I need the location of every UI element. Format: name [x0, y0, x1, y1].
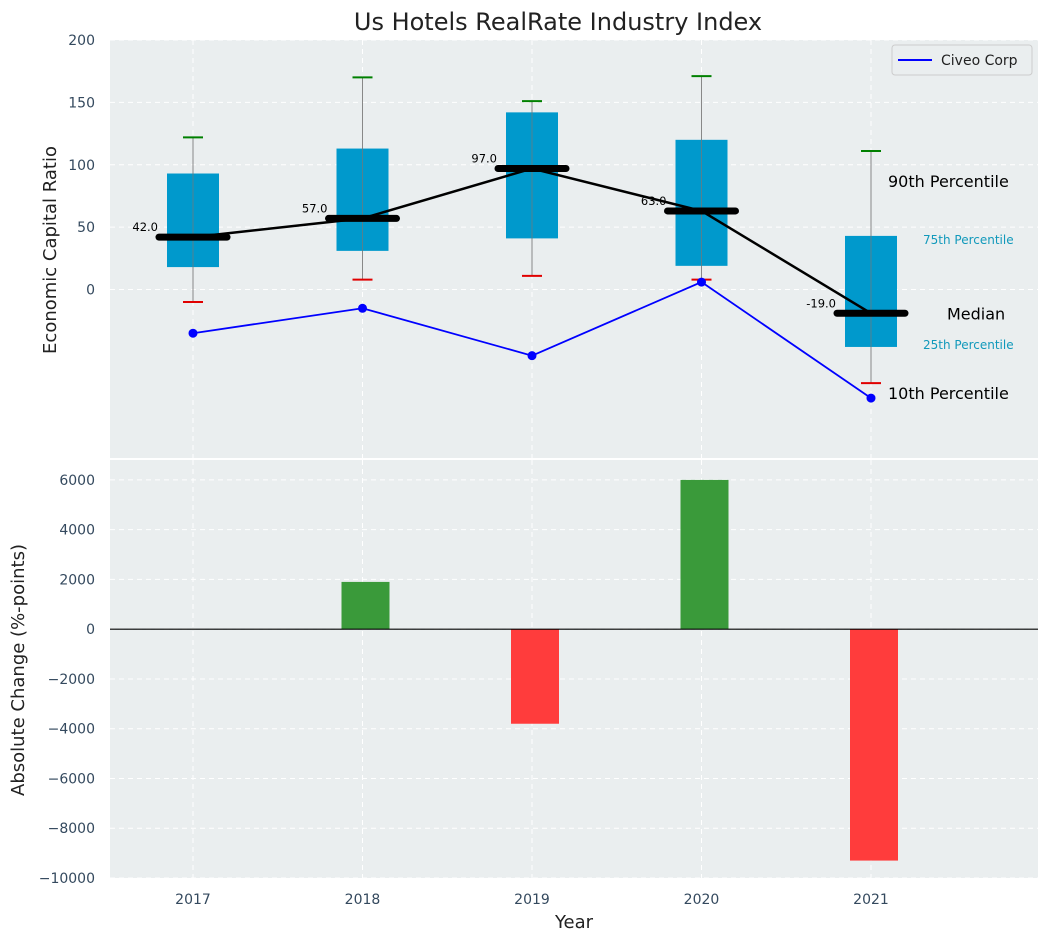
- median-value-label: 57.0: [302, 201, 328, 215]
- change-bar: [680, 479, 729, 630]
- annotation-p90: 90th Percentile: [888, 172, 1009, 191]
- company-series-group: [188, 277, 876, 403]
- change-bar: [850, 629, 898, 861]
- legend: Civeo Corp: [891, 44, 1033, 76]
- annotation-p25: 25th Percentile: [923, 338, 1014, 352]
- top-y-tick-label: 100: [68, 158, 95, 174]
- company-point: [527, 351, 537, 361]
- bottom-y-tick-label: −10000: [39, 871, 95, 887]
- company-point: [358, 303, 367, 313]
- bottom-y-tick-label: −8000: [48, 821, 95, 837]
- change-bars-group: [110, 479, 1038, 861]
- box-plot-group: 42.0 57.0 97.0 63.0 -19.0: [132, 75, 909, 385]
- bottom-y-axis-label: Absolute Change (%-points): [8, 544, 29, 796]
- top-y-axis-label: Economic Capital Ratio: [40, 146, 61, 354]
- annotation-p10: 10th Percentile: [888, 384, 1009, 403]
- change-bar: [511, 629, 559, 724]
- x-tick-label: 2020: [684, 892, 720, 908]
- x-tick-label: 2021: [853, 892, 889, 908]
- chart-title: Us Hotels RealRate Industry Index: [354, 8, 762, 36]
- bottom-y-tick-label: 0: [86, 622, 95, 638]
- annotation-median: Median: [947, 304, 1005, 323]
- top-y-tick-label: 0: [86, 283, 95, 299]
- x-tick-label: 2019: [514, 892, 550, 908]
- company-point: [866, 393, 876, 403]
- company-point: [188, 328, 198, 338]
- x-tick-label: 2017: [175, 892, 211, 908]
- legend-label-civeo: Civeo Corp: [941, 53, 1018, 69]
- median-value-label: 42.0: [132, 220, 158, 234]
- legend-box: [891, 44, 1033, 76]
- top-y-ticks: 0 50 100 150 200: [68, 33, 95, 299]
- percentile-annotations: 90th Percentile 75th Percentile Median 25th…: [888, 172, 1014, 403]
- x-axis-label: Year: [554, 912, 594, 933]
- bottom-y-ticks: −10000 −8000 −6000 −4000 −2000 0 2000 4000 6000: [39, 473, 95, 887]
- median-value-label: 97.0: [471, 152, 497, 166]
- top-y-tick-label: 50: [77, 220, 95, 236]
- bottom-y-tick-label: −4000: [48, 722, 95, 738]
- x-ticks: 2017 2018 2019 2020 2021: [175, 892, 889, 908]
- top-y-tick-label: 200: [68, 33, 95, 49]
- bottom-y-tick-label: 4000: [59, 523, 95, 539]
- bottom-y-tick-label: 6000: [59, 473, 95, 489]
- bottom-panel-background: [110, 460, 1038, 878]
- bottom-y-tick-label: −6000: [48, 771, 95, 787]
- x-tick-label: 2018: [345, 892, 381, 908]
- annotation-p75: 75th Percentile: [923, 233, 1014, 247]
- top-y-tick-label: 150: [68, 95, 95, 111]
- change-bar: [341, 581, 390, 630]
- bottom-y-tick-label: 2000: [59, 572, 95, 588]
- bottom-y-tick-label: −2000: [48, 672, 95, 688]
- company-point: [697, 277, 706, 287]
- median-value-label: -19.0: [806, 296, 836, 310]
- median-value-label: 63.0: [641, 194, 667, 208]
